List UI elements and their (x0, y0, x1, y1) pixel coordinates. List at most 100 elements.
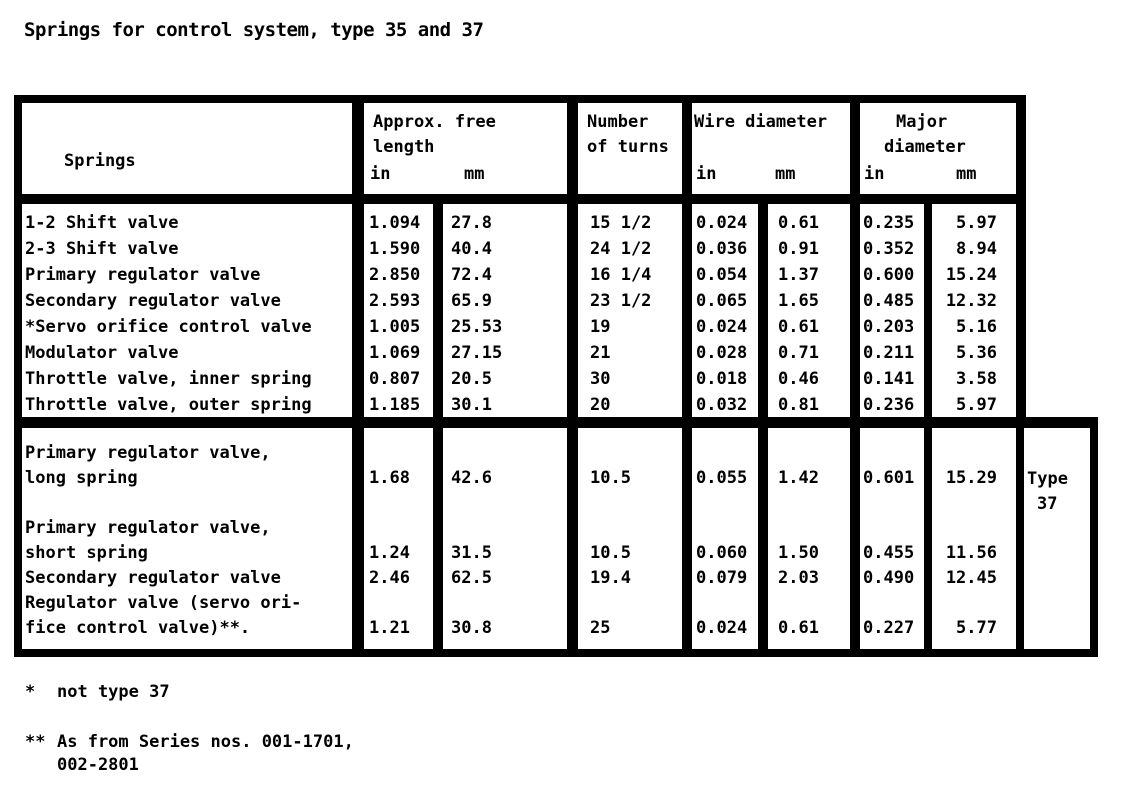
cell-value: 30.1 (451, 395, 492, 415)
cell-value (451, 591, 567, 616)
cell-value (369, 516, 433, 541)
cell-value: 1.005 (369, 317, 421, 337)
footnote-marker: ** (25, 732, 46, 752)
springs-table: Springs Approx. free length in mm Number… (14, 95, 1026, 657)
cell-value: 0.601 (863, 468, 915, 488)
cell-value (863, 516, 924, 541)
cell-value (696, 491, 758, 516)
row-label: *Servo orifice control valve (25, 317, 312, 337)
cell-value (590, 491, 682, 516)
section1-wire-diameter-in-column: 0.024 0.036 0.054 0.065 0.024 0.028 0.018 0.032 (692, 204, 758, 417)
footnote-text: not type 37 (57, 682, 170, 702)
cell-value: 15.24 (945, 265, 997, 285)
cell-value: 20 (590, 395, 611, 415)
cell-value: 21 (590, 343, 611, 363)
cell-value: 0.079 (696, 568, 748, 588)
header-wire-diameter: Wire diameter in mm (692, 103, 850, 194)
cell-value: 0.61 (778, 213, 819, 233)
cell-value: 0.455 (863, 543, 915, 563)
header-number-of-turns: Number of turns (578, 103, 682, 194)
cell-value: 15.29 (945, 468, 997, 488)
cell-value: 30 (590, 369, 611, 389)
cell-value (932, 491, 997, 516)
header-free-length-units: in mm (370, 162, 484, 187)
cell-value (863, 491, 924, 516)
cell-value: 24 1/2 (590, 239, 652, 259)
cell-value: 1.094 (369, 213, 421, 233)
section1-major-diameter-mm-column: 5.97 8.94 15.24 12.32 5.16 5.36 3.58 5.97 (932, 204, 1016, 417)
cell-value: 40.4 (451, 239, 492, 259)
cell-value: 1.37 (778, 265, 819, 285)
cell-value (590, 441, 682, 466)
row-label: Primary regulator valve, (25, 443, 271, 463)
header-wire-diameter-title: Wire diameter (694, 112, 828, 132)
cell-value: 23 1/2 (590, 291, 652, 311)
section1-springs-column: 1-2 Shift valve 2-3 Shift valve Primary re… (22, 204, 352, 417)
cell-value: 0.490 (863, 568, 915, 588)
cell-value: 0.032 (696, 395, 748, 415)
type-37-box: Type 37 (1016, 417, 1098, 657)
cell-value: 0.024 (696, 618, 748, 638)
cell-value: 0.060 (696, 543, 748, 563)
cell-value: 20.5 (451, 369, 492, 389)
cell-value: 1.069 (369, 343, 421, 363)
unit-mm-label: mm (775, 164, 796, 184)
cell-value: 1.24 (369, 543, 410, 563)
unit-in-label: in (370, 164, 391, 184)
cell-value (932, 441, 997, 466)
cell-value: 0.065 (696, 291, 748, 311)
cell-value: 1.65 (778, 291, 819, 311)
cell-value (451, 441, 567, 466)
section2-major-diameter-in-column: 0.601 0.455 0.490 0.227 (860, 428, 924, 649)
header-springs: Springs (22, 103, 352, 194)
row-label (25, 491, 352, 516)
header-wire-diameter-units: in mm (696, 162, 795, 187)
cell-value: 3.58 (956, 369, 997, 389)
row-label: Regulator valve (servo ori- (25, 593, 302, 613)
cell-value: 2.593 (369, 291, 421, 311)
footnote-single-asterisk: * not type 37 (25, 681, 170, 704)
cell-value (778, 591, 850, 616)
header-springs-label: Springs (64, 151, 136, 171)
section2-wire-diameter-in-column: 0.055 0.060 0.079 0.024 (692, 428, 758, 649)
cell-value (696, 441, 758, 466)
cell-value: 0.227 (863, 618, 915, 638)
cell-value: 1.42 (778, 468, 819, 488)
cell-value (369, 441, 433, 466)
cell-value: 0.61 (778, 618, 819, 638)
cell-value: 30.8 (451, 618, 492, 638)
cell-value: 65.9 (451, 291, 492, 311)
section1-free-length-mm-column: 27.8 40.4 72.4 65.9 25.53 27.15 20.5 30.1 (443, 204, 567, 417)
header-major-diameter: Major diameter in mm (860, 103, 1016, 194)
cell-value: 2.03 (778, 568, 819, 588)
row-label: Modulator valve (25, 343, 179, 363)
section2-free-length-mm-column: 42.6 31.5 62.5 30.8 (443, 428, 567, 649)
cell-value: 0.211 (863, 343, 915, 363)
page-title: Springs for control system, type 35 and … (24, 19, 484, 41)
footnote-text: As from Series nos. 001-1701, 002-2801 (57, 732, 354, 775)
header-free-length-title: Approx. free length (373, 112, 496, 157)
cell-value: 0.61 (778, 317, 819, 337)
header-number-of-turns-title: Number of turns (587, 112, 669, 157)
cell-value: 72.4 (451, 265, 492, 285)
cell-value: 42.6 (451, 468, 492, 488)
cell-value: 0.485 (863, 291, 915, 311)
cell-value: 0.71 (778, 343, 819, 363)
cell-value: 5.97 (956, 395, 997, 415)
cell-value: 12.32 (945, 291, 997, 311)
cell-value: 2.850 (369, 265, 421, 285)
cell-value (778, 516, 850, 541)
cell-value: 8.94 (956, 239, 997, 259)
section1-number-of-turns-column: 15 1/2 24 1/2 16 1/4 23 1/2 19 21 30 20 (578, 204, 682, 417)
cell-value: 31.5 (451, 543, 492, 563)
cell-value: 0.352 (863, 239, 915, 259)
section1-free-length-in-column: 1.094 1.590 2.850 2.593 1.005 1.069 0.807 1.185 (364, 204, 433, 417)
cell-value (932, 516, 997, 541)
cell-value (863, 591, 924, 616)
cell-value (590, 516, 682, 541)
cell-value: 27.15 (451, 343, 503, 363)
cell-value: 12.45 (945, 568, 997, 588)
cell-value (778, 491, 850, 516)
cell-value: 0.91 (778, 239, 819, 259)
cell-value: 0.600 (863, 265, 915, 285)
